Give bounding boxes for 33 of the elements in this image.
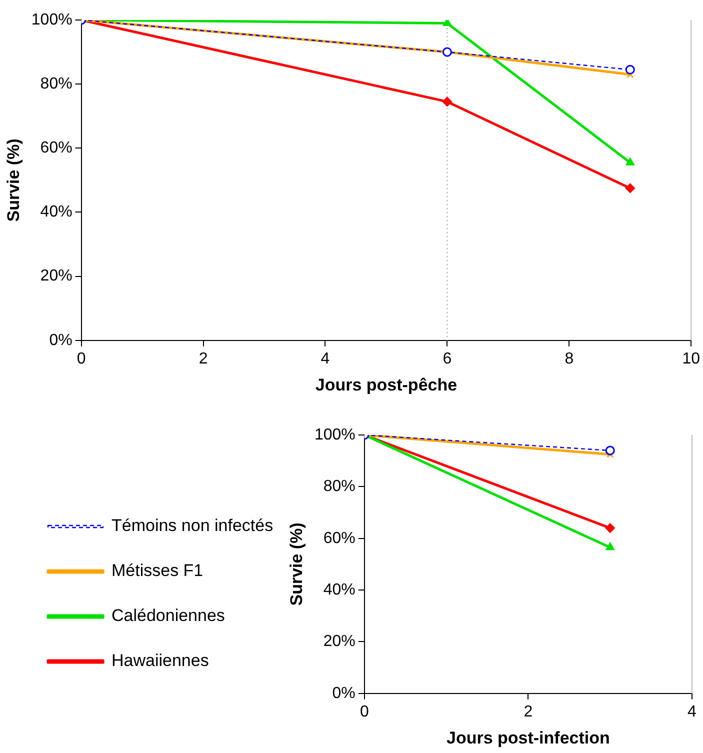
x-tick-label: 10: [682, 350, 700, 368]
point: [625, 64, 635, 74]
x-tick-label: 2: [198, 350, 208, 368]
y-tick-label: 40%: [40, 204, 72, 221]
point: [442, 96, 452, 106]
x-tick-label: 2: [524, 703, 533, 720]
y-tick-label: 80%: [40, 75, 72, 92]
y-axis-title: Survie (%): [286, 522, 306, 606]
y-tick-label: 60%: [40, 140, 72, 157]
point: [626, 158, 634, 166]
y-tick-label: 100%: [31, 11, 72, 28]
y-tick-label: 0%: [332, 684, 356, 702]
y-tick-label: 20%: [40, 268, 72, 285]
y-tick-label: 40%: [323, 581, 356, 598]
x-tick-label: 0: [76, 350, 86, 368]
y-axis-title: Survie (%): [4, 138, 23, 222]
x-axis-title: Jours post-pêche: [315, 375, 458, 394]
y-tick-label: 100%: [314, 426, 356, 444]
y-tick-label: 60%: [323, 530, 356, 547]
x-tick-label: 0: [360, 703, 369, 720]
x-tick-label: 4: [320, 350, 330, 368]
y-tick-label: 0%: [49, 332, 72, 349]
x-tick-label: 6: [442, 350, 452, 368]
x-axis-title: Jours post-infection: [446, 728, 610, 748]
legend-label: Hawaiiennes: [112, 651, 209, 670]
legend-label: Métisses F1: [112, 561, 204, 580]
legend-label: Témoins non infectés: [112, 516, 274, 536]
point: [625, 183, 635, 193]
legend-label: Calédoniennes: [112, 606, 225, 626]
y-tick-label: 80%: [323, 478, 356, 496]
y-tick-label: 20%: [323, 633, 356, 650]
x-tick-label: 4: [688, 703, 697, 720]
x-tick-label: 8: [564, 350, 574, 368]
